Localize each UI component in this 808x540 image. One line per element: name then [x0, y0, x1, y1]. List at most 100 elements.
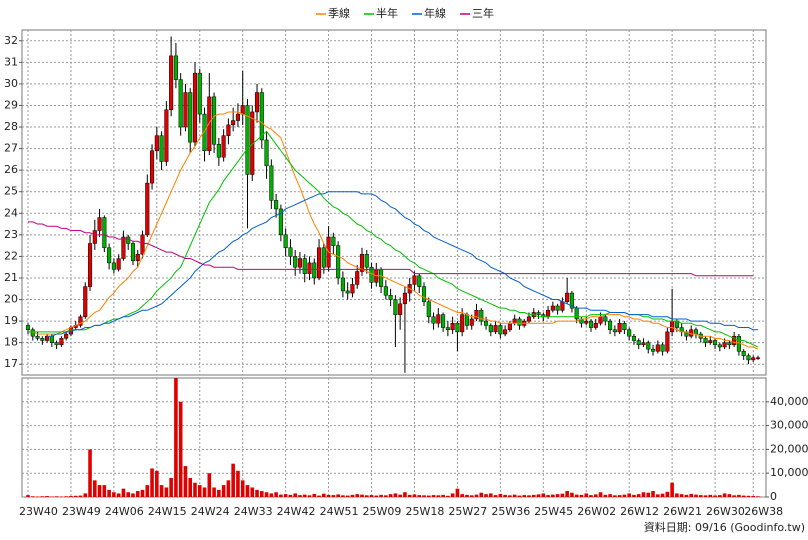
candle-body — [693, 329, 699, 335]
candle-body — [727, 342, 732, 346]
volume-bar — [703, 495, 708, 497]
volume-bar — [479, 492, 484, 497]
price-panel — [21, 29, 767, 376]
candle-body — [111, 262, 116, 270]
volume-bar — [579, 494, 584, 497]
candle-body — [159, 135, 164, 162]
volume-panel — [21, 377, 767, 498]
volume-bar — [675, 493, 679, 497]
volume-bar — [746, 495, 751, 497]
candle-body — [741, 351, 746, 356]
candle-body — [64, 333, 69, 339]
candle-body — [49, 335, 54, 343]
x-tick-label: 24W06 — [105, 505, 144, 518]
candle-body — [331, 236, 336, 246]
candle-body — [321, 247, 326, 268]
volume-bar — [135, 491, 140, 497]
volume-bar — [627, 493, 631, 497]
y-tick-label: 0 — [770, 490, 777, 503]
volume-bar — [317, 495, 321, 497]
volume-bar — [474, 494, 479, 497]
x-tick-label: 23W49 — [62, 505, 101, 518]
x-tick-label: 26W02 — [577, 505, 616, 518]
volume-bar — [536, 494, 541, 497]
candle-body — [345, 290, 350, 294]
volume-bar — [608, 494, 612, 497]
y-tick-label: 40,000 — [770, 395, 808, 408]
y-tick-label: 18 — [4, 336, 18, 349]
volume-bar — [217, 489, 221, 497]
candle-body — [140, 234, 145, 255]
volume-bar — [493, 495, 498, 497]
candle-body — [150, 150, 155, 184]
candle-body — [364, 254, 369, 268]
volume-bar — [326, 494, 331, 497]
volume-bar — [384, 495, 388, 497]
candle-body — [617, 323, 622, 333]
volume-bar — [164, 487, 169, 497]
volume-bar — [617, 495, 622, 497]
volume-bar — [613, 495, 617, 497]
volume-bar — [83, 493, 88, 497]
volume-bar — [565, 491, 569, 497]
volume-bar — [302, 494, 307, 497]
volume-bar — [512, 494, 517, 497]
candle-body — [507, 323, 512, 330]
candle-body — [517, 318, 522, 326]
candle-body — [593, 323, 598, 328]
y-tick-label: 20,000 — [770, 442, 808, 455]
ma-line — [47, 191, 758, 337]
candle-body — [350, 284, 355, 294]
volume-bar — [403, 492, 407, 497]
candle-body — [231, 120, 236, 126]
volume-bar — [694, 494, 698, 497]
volume-bar — [531, 494, 536, 497]
volume-bar — [231, 463, 235, 497]
candle-body — [226, 124, 231, 136]
volume-bar — [374, 495, 379, 497]
candle-body — [627, 329, 632, 337]
volume-bar — [441, 494, 445, 497]
candle-body — [569, 292, 574, 309]
ma-line — [28, 221, 754, 277]
volume-bar — [469, 495, 474, 497]
candle-body — [398, 303, 403, 315]
volume-bar — [670, 482, 674, 497]
candle-body — [274, 200, 279, 210]
x-tick-label: 24W15 — [148, 505, 187, 518]
y-tick-label: 19 — [4, 314, 18, 327]
volume-bar — [555, 494, 560, 497]
candle-body — [631, 335, 636, 341]
candle-body — [417, 275, 422, 287]
volume-bar — [622, 494, 627, 497]
x-tick-label: 24W33 — [234, 505, 273, 518]
volume-bar — [331, 495, 336, 497]
candle-body — [283, 234, 288, 249]
x-tick-label: 26W30 — [706, 505, 745, 518]
volume-bar — [636, 494, 641, 497]
candle-body — [188, 92, 193, 143]
volume-bar — [236, 470, 240, 497]
candle-body — [650, 348, 656, 352]
volume-bar — [455, 488, 460, 497]
volume-bar — [64, 496, 68, 497]
legend-label: 季線 — [328, 6, 350, 20]
volume-bar — [197, 485, 202, 497]
candle-body — [92, 230, 97, 244]
y-tick-label: 30 — [4, 77, 18, 90]
candle-body — [565, 292, 570, 302]
candle-body — [636, 340, 641, 346]
volume-bar — [665, 491, 670, 497]
legend-label: 半年 — [376, 6, 398, 20]
volume-bar — [546, 495, 550, 497]
candle-body — [479, 310, 484, 322]
ma-line — [28, 111, 759, 350]
candle-body — [622, 323, 627, 330]
volume-bar — [150, 468, 154, 497]
y-tick-label: 31 — [4, 55, 18, 68]
volume-bar — [422, 495, 426, 497]
volume-bar — [489, 493, 493, 497]
volume-bar — [221, 485, 226, 497]
candle-body — [135, 254, 140, 261]
volume-bar — [274, 492, 278, 497]
